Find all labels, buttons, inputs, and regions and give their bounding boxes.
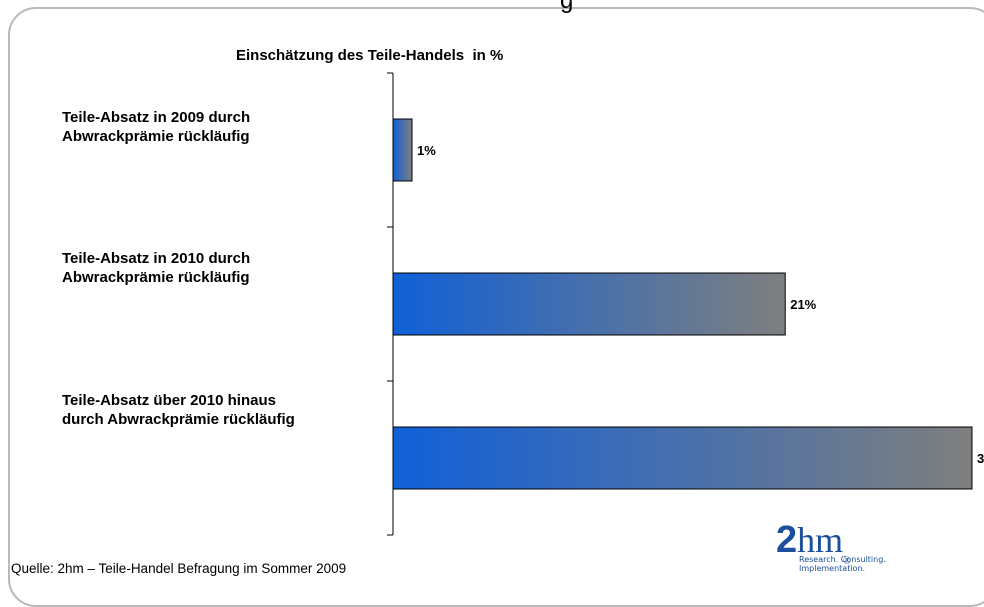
bar-chart: 1% 21% 3 xyxy=(387,72,984,536)
category-label-1-line-1: Teile-Absatz in 2009 durch xyxy=(62,109,251,126)
clipped-header-title: g xyxy=(560,0,574,14)
logo-wordmark: 2hm® xyxy=(776,519,851,567)
chart-title: Einschätzung des Teile-Handels in % xyxy=(236,47,504,64)
logo-tagline-line-1: Research. Consulting. xyxy=(799,555,886,564)
logo-hm-text: hm xyxy=(797,520,844,560)
category-label-1: Teile-Absatz in 2009 durch Abwrackprämie… xyxy=(62,108,382,146)
data-label-1: 1% xyxy=(417,143,436,158)
category-label-3-line-1: Teile-Absatz über 2010 hinaus xyxy=(62,392,276,409)
logo-tagline: Research. Consulting. Implementation. xyxy=(799,555,886,573)
category-label-3: Teile-Absatz über 2010 hinaus durch Abwr… xyxy=(62,391,382,429)
2hm-logo: 2hm® Research. Consulting. Implementatio… xyxy=(776,520,926,577)
category-label-2: Teile-Absatz in 2010 durch Abwrackprämie… xyxy=(62,249,382,287)
data-label-3: 3 xyxy=(977,451,984,466)
category-label-2-line-2: Abwrackprämie rückläufig xyxy=(62,269,250,286)
bar-1 xyxy=(392,118,413,182)
bar-2 xyxy=(392,272,786,336)
category-label-3-line-2: durch Abwrackprämie rückläufig xyxy=(62,411,295,428)
bar-3 xyxy=(392,426,973,490)
source-note: Quelle: 2hm – Teile-Handel Befragung im … xyxy=(11,561,347,576)
logo-tagline-line-2: Implementation. xyxy=(799,564,866,573)
logo-registered-mark: ® xyxy=(843,556,851,567)
category-label-2-line-1: Teile-Absatz in 2010 durch xyxy=(62,250,251,267)
category-label-1-line-2: Abwrackprämie rückläufig xyxy=(62,128,250,145)
data-label-2: 21% xyxy=(790,297,816,312)
